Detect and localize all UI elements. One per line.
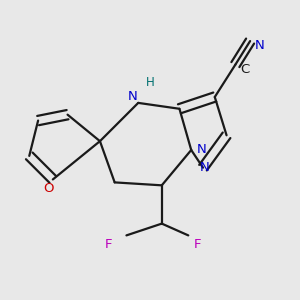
Text: F: F <box>105 238 112 251</box>
Text: F: F <box>194 238 201 251</box>
Text: N: N <box>197 143 207 157</box>
Text: N: N <box>200 161 210 174</box>
Text: C: C <box>240 62 249 76</box>
Text: N: N <box>254 39 264 52</box>
Text: O: O <box>43 182 54 195</box>
Text: N: N <box>128 91 137 103</box>
Text: H: H <box>146 76 154 89</box>
